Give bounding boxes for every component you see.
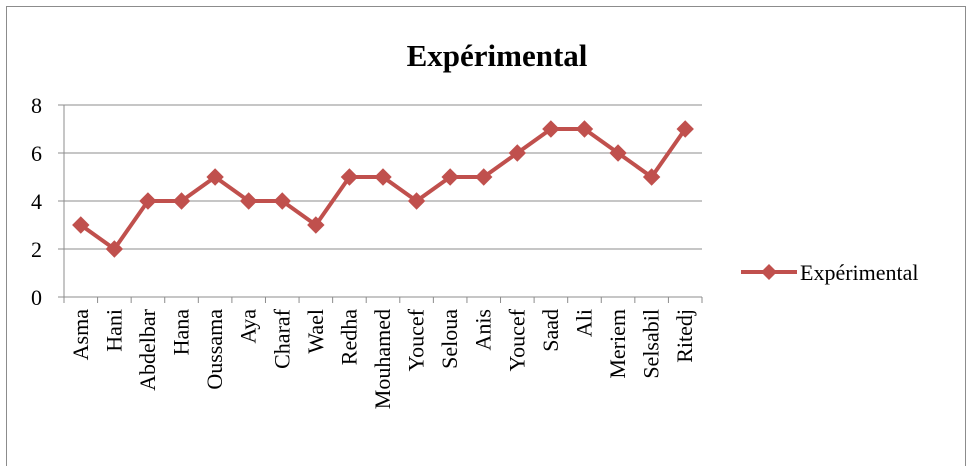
data-point-5 <box>239 192 258 210</box>
data-point-6 <box>273 192 291 210</box>
legend-diamond-marker <box>761 264 777 280</box>
data-point-16 <box>609 144 627 162</box>
data-point-9 <box>374 168 392 186</box>
x-tick-label-16: Meriem <box>605 309 630 379</box>
data-point-4 <box>206 168 224 186</box>
x-tick-label-17: Selsabil <box>639 309 664 379</box>
axes <box>58 104 703 303</box>
data-point-0 <box>72 216 90 234</box>
x-tick-label-12: Anis <box>471 309 496 351</box>
chart-frame <box>6 6 966 466</box>
data-point-7 <box>307 216 325 234</box>
y-tick-label-8: 8 <box>31 93 42 118</box>
x-tick-label-1: Hani <box>101 309 126 352</box>
data-point-1 <box>105 240 124 258</box>
y-tick-label-2: 2 <box>31 237 42 262</box>
data-point-13 <box>508 144 527 162</box>
chart-title: Expérimental <box>407 38 588 73</box>
data-point-10 <box>407 192 426 210</box>
x-tick-label-18: Ritedj <box>672 309 697 363</box>
data-point-18 <box>676 120 694 138</box>
data-point-15 <box>575 120 594 138</box>
x-tick-label-11: Seloua <box>437 309 462 369</box>
x-tick-label-14: Saad <box>538 309 563 352</box>
legend: Expérimental <box>741 260 919 285</box>
x-tick-labels: Asma Hani Abdelbar Hana Oussama Aya Charaf Wael… <box>68 308 697 409</box>
legend-label: Expérimental <box>800 260 919 285</box>
x-tick-label-3: Hana <box>169 309 194 356</box>
x-tick-label-5: Aya <box>236 309 261 344</box>
x-tick-label-2: Abdelbar <box>135 308 160 391</box>
y-tick-label-4: 4 <box>31 189 42 214</box>
y-tick-label-6: 6 <box>31 141 42 166</box>
x-tick-label-0: Asma <box>68 309 93 361</box>
x-tick-label-10: Youcef <box>404 308 429 371</box>
series-line <box>79 127 687 251</box>
x-tick-label-9: Mouhamed <box>370 309 395 409</box>
data-point-2 <box>139 192 157 210</box>
data-point-11 <box>441 168 459 186</box>
data-point-14 <box>542 120 560 138</box>
y-tick-labels: 0 2 4 6 8 <box>31 93 42 310</box>
data-point-3 <box>172 192 191 210</box>
x-tick-label-8: Redha <box>336 309 361 365</box>
x-tick-label-7: Wael <box>303 309 328 354</box>
data-point-17 <box>642 168 661 186</box>
x-tick-label-4: Oussama <box>202 309 227 390</box>
data-point-12 <box>475 168 493 186</box>
data-point-8 <box>340 168 359 186</box>
series-layer <box>72 120 694 258</box>
x-tick-label-6: Charaf <box>269 308 294 369</box>
x-tick-label-15: Ali <box>571 309 596 337</box>
y-tick-label-0: 0 <box>31 285 42 310</box>
x-tick-label-13: Youcef <box>504 308 529 371</box>
